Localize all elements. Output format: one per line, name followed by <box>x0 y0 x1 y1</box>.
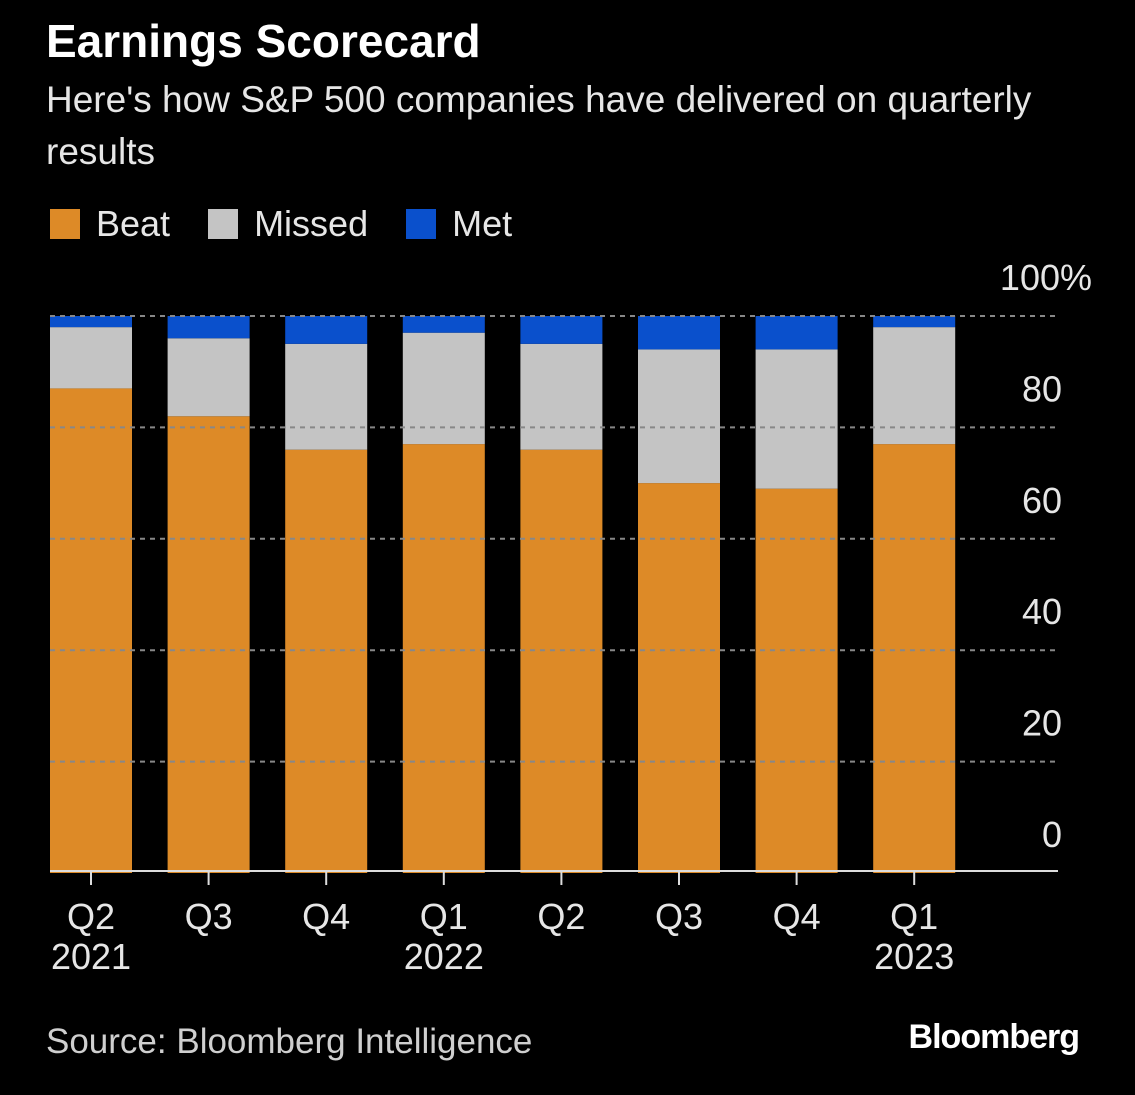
bar-segment <box>873 444 956 873</box>
bar-segment <box>638 349 720 484</box>
x-tick-label: Q3 <box>655 896 703 937</box>
bar-segment <box>755 488 838 873</box>
bar-segment <box>402 332 485 445</box>
x-year-label: 2021 <box>51 936 131 977</box>
chart-title: Earnings Scorecard <box>46 15 481 67</box>
x-tick-label: Q1 <box>890 896 938 937</box>
bar-segment <box>520 316 603 344</box>
y-tick-label: 0 <box>1042 814 1062 855</box>
bar-segment <box>520 449 603 873</box>
bar-segment <box>638 483 720 873</box>
bar-segment <box>50 327 132 389</box>
bar-segment <box>167 338 250 417</box>
legend: Beat Missed Met <box>50 203 512 245</box>
brand: Bloomberg <box>908 1018 1080 1056</box>
bar-segment <box>285 316 368 344</box>
legend-swatch <box>406 209 437 239</box>
bar-segment <box>873 316 956 328</box>
bar-segment <box>873 327 956 445</box>
x-tick-label: Q4 <box>773 896 821 937</box>
source: Source: Bloomberg Intelligence <box>46 1022 533 1061</box>
x-tick-label: Q2 <box>67 896 115 937</box>
bar-segment <box>755 316 838 350</box>
x-tick-label: Q3 <box>185 896 233 937</box>
y-tick-label: 80 <box>1022 368 1062 409</box>
bar-segment <box>167 316 250 339</box>
bar-segment <box>755 349 838 489</box>
legend-item: Met <box>406 203 512 245</box>
bar-segment <box>402 444 485 873</box>
legend-label: Met <box>452 203 513 244</box>
y-tick-label: 60 <box>1022 480 1062 521</box>
bar-segment <box>50 388 132 873</box>
legend-swatch <box>50 209 80 239</box>
bar-segment <box>50 316 132 328</box>
bar-segment <box>285 449 368 873</box>
x-tick-label: Q1 <box>420 896 468 937</box>
x-tick-label: Q2 <box>537 896 585 937</box>
bar-segment <box>402 316 485 333</box>
legend-item: Missed <box>208 203 368 245</box>
x-tick-label: Q4 <box>302 896 350 937</box>
x-year-label: 2023 <box>874 936 954 977</box>
legend-label: Beat <box>96 203 171 244</box>
bar-segment <box>167 416 250 873</box>
legend-swatch <box>208 209 239 239</box>
bar-segment <box>285 343 368 450</box>
y-tick-label: 100% <box>1000 257 1092 298</box>
legend-item: Beat <box>50 203 170 245</box>
bar-segment <box>638 316 720 350</box>
x-year-label: 2022 <box>404 936 484 977</box>
y-tick-label: 40 <box>1022 591 1062 632</box>
y-tick-label: 20 <box>1022 703 1062 744</box>
legend-label: Missed <box>254 203 369 244</box>
bar-segment <box>520 343 603 450</box>
chart-subtitle: Here's how S&P 500 companies have delive… <box>46 79 1032 172</box>
